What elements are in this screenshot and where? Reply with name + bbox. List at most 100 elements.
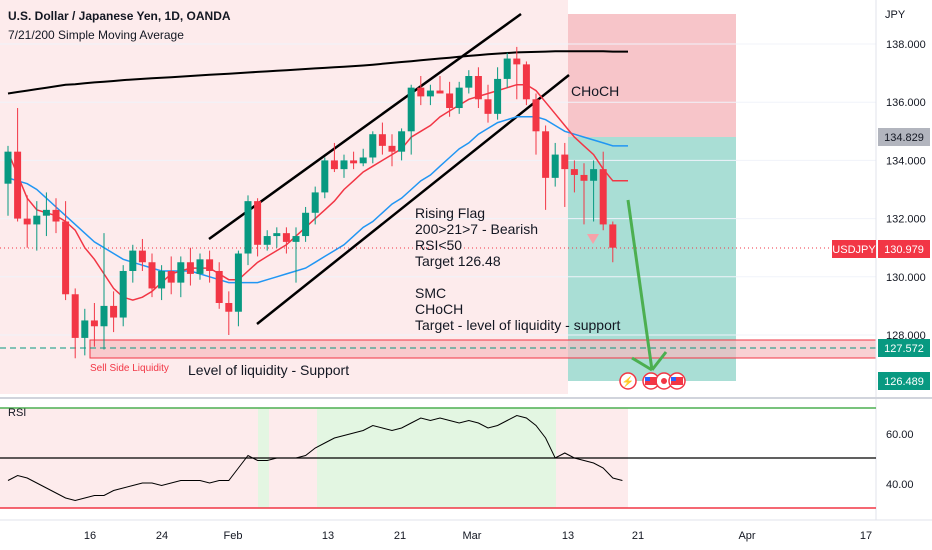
candle[interactable]	[234, 250, 242, 327]
candle[interactable]	[110, 291, 118, 333]
projection-arrow[interactable]	[626, 199, 654, 371]
candle[interactable]	[513, 46, 521, 100]
price-axis-label: 132.000	[886, 214, 926, 226]
candle[interactable]	[378, 122, 386, 155]
candle[interactable]	[350, 151, 358, 170]
candle-body	[273, 233, 281, 237]
candle[interactable]	[590, 160, 598, 222]
rsi-panel[interactable]: RSI 60.00 40.00	[0, 407, 914, 509]
price-badge-target-top[interactable]: 134.829	[878, 128, 930, 146]
candle[interactable]	[81, 308, 89, 356]
candle-body	[254, 201, 262, 245]
candle-body	[369, 134, 377, 158]
candle[interactable]	[33, 201, 41, 251]
candle[interactable]	[206, 250, 214, 283]
candle[interactable]	[407, 84, 415, 155]
candle[interactable]	[446, 81, 454, 117]
candle-body	[225, 302, 233, 312]
flash-event-icon[interactable]	[619, 372, 637, 390]
candle[interactable]	[474, 67, 482, 109]
candle[interactable]	[311, 186, 319, 225]
candle[interactable]	[100, 233, 108, 350]
candle[interactable]	[138, 238, 146, 271]
candle[interactable]	[532, 93, 540, 155]
candle[interactable]	[244, 195, 252, 266]
candle[interactable]	[321, 157, 329, 199]
choch-label[interactable]: CHoCH	[571, 83, 619, 99]
candle[interactable]	[119, 265, 127, 327]
candle[interactable]	[186, 247, 194, 286]
candle[interactable]	[254, 198, 262, 257]
candle[interactable]	[263, 230, 271, 251]
sell-side-liquidity-label[interactable]: Sell Side Liquidity	[90, 363, 169, 374]
candle[interactable]	[14, 108, 22, 222]
price-axis-label: 138.000	[886, 39, 926, 51]
candle-body	[110, 305, 118, 318]
candle[interactable]	[302, 206, 310, 242]
price-badge-support[interactable]: 127.572	[878, 339, 930, 357]
time-axis[interactable]: 16 24 Feb 13 21 Mar 13 21 Apr 17	[84, 530, 872, 542]
candle[interactable]	[503, 52, 511, 88]
candle[interactable]	[369, 131, 377, 164]
candle[interactable]	[52, 198, 60, 234]
candle-body	[33, 215, 41, 225]
candle[interactable]	[282, 227, 290, 254]
price-axis-labels[interactable]: 138.000136.000134.000132.000130.000128.0…	[886, 39, 926, 342]
candle[interactable]	[522, 61, 530, 106]
candle[interactable]	[599, 151, 607, 231]
candle[interactable]	[398, 128, 406, 161]
candle[interactable]	[196, 253, 204, 280]
candle-body	[23, 218, 31, 225]
candle[interactable]	[484, 84, 492, 123]
candle[interactable]	[177, 256, 185, 298]
candle[interactable]	[129, 244, 137, 283]
candle[interactable]	[215, 262, 223, 309]
candle[interactable]	[359, 148, 367, 167]
candle[interactable]	[436, 76, 444, 94]
candle[interactable]	[71, 288, 79, 359]
candle[interactable]	[580, 163, 588, 225]
candle-body	[100, 305, 108, 327]
candle[interactable]	[225, 291, 233, 335]
candle[interactable]	[570, 160, 578, 193]
candle[interactable]	[340, 154, 348, 178]
candle[interactable]	[148, 253, 156, 298]
candle[interactable]	[542, 125, 550, 210]
candle[interactable]	[62, 201, 70, 301]
candle[interactable]	[158, 265, 166, 301]
candle[interactable]	[4, 145, 12, 216]
candle-body	[378, 134, 386, 146]
candle-body	[465, 76, 473, 88]
price-badge-support-text: 127.572	[884, 343, 924, 355]
rsi-axis-label-40: 40.00	[886, 479, 914, 491]
symbol-badge[interactable]: USDJPY	[832, 240, 876, 258]
price-badge-current[interactable]: 130.979	[878, 240, 930, 258]
liquidity-support-label[interactable]: Level of liquidity - Support	[188, 362, 349, 378]
candle[interactable]	[388, 134, 396, 167]
candle[interactable]	[494, 67, 502, 120]
candle[interactable]	[23, 195, 31, 248]
candle[interactable]	[417, 76, 425, 106]
event-icons[interactable]: ⚡	[619, 372, 686, 390]
analysis-note[interactable]: Rising Flag 200>21>7 - Bearish RSI<50 Ta…	[415, 205, 621, 333]
candle[interactable]	[609, 221, 617, 263]
price-badge-target[interactable]: 126.489	[878, 372, 930, 390]
candle-body	[14, 151, 22, 219]
liquidity-support-band[interactable]	[89, 339, 877, 359]
candle-body	[570, 169, 578, 175]
candle[interactable]	[167, 256, 175, 295]
candle[interactable]	[465, 70, 473, 94]
candle[interactable]	[561, 142, 569, 207]
candle[interactable]	[330, 142, 338, 173]
candle[interactable]	[42, 192, 50, 237]
candle[interactable]	[273, 227, 281, 248]
candle-body	[263, 236, 271, 245]
candle[interactable]	[455, 81, 463, 114]
candle-body	[474, 76, 482, 100]
candle[interactable]	[90, 302, 98, 347]
candle[interactable]	[292, 227, 300, 283]
candles[interactable]	[4, 46, 617, 359]
candle[interactable]	[551, 142, 559, 187]
candle[interactable]	[426, 84, 434, 106]
